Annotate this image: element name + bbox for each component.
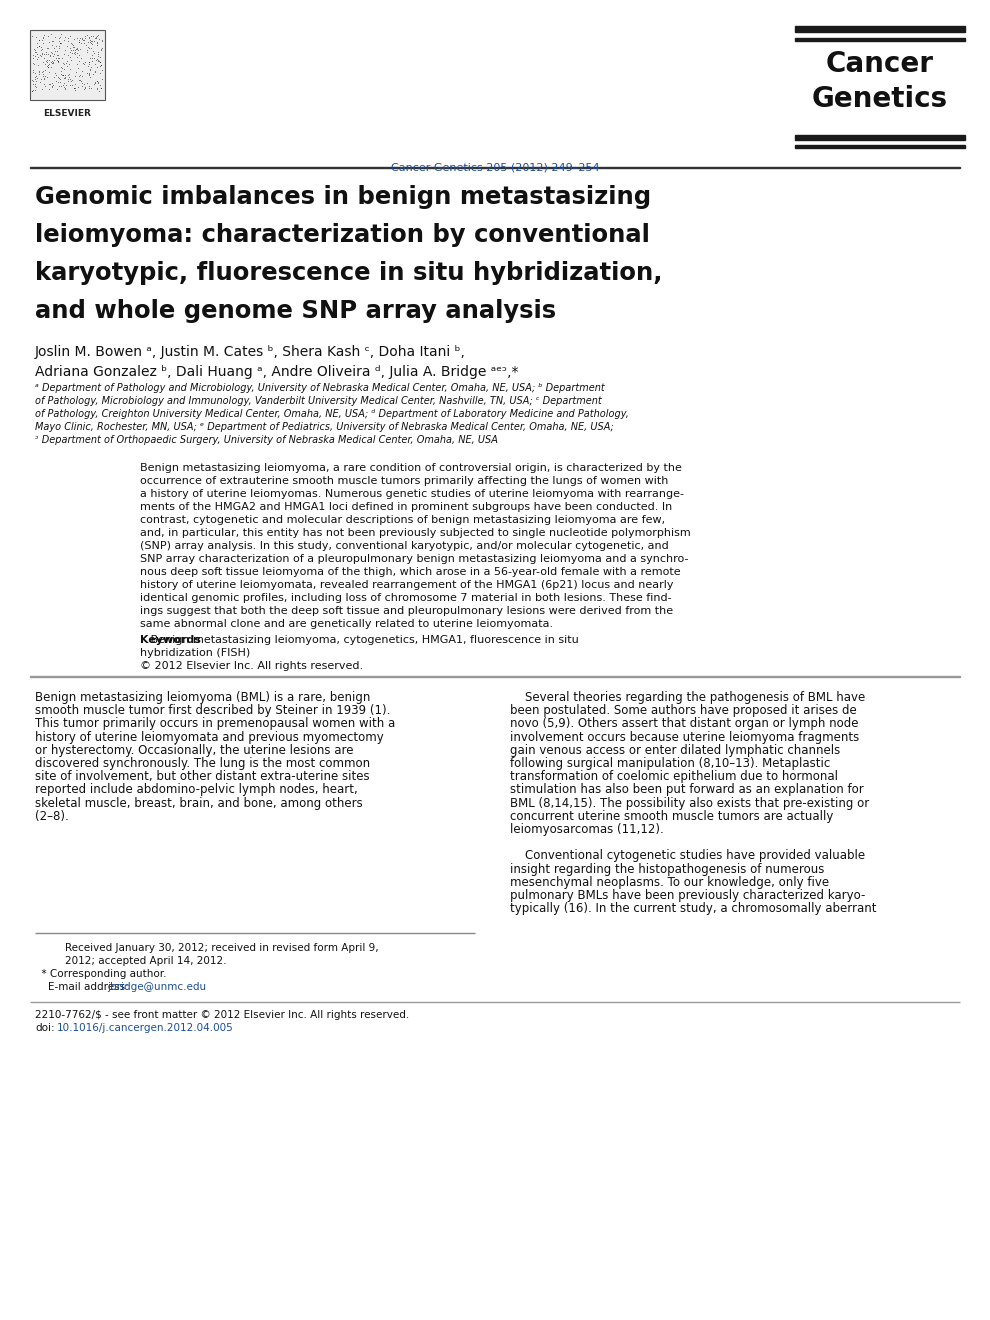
Text: 2210-7762/$ - see front matter © 2012 Elsevier Inc. All rights reserved.: 2210-7762/$ - see front matter © 2012 El… [35,1010,409,1020]
Text: E-mail address:: E-mail address: [35,982,132,993]
Bar [30,166,960,168]
Text: transformation of coelomic epithelium due to hormonal: transformation of coelomic epithelium du… [510,770,838,783]
Text: Genomic imbalances in benign metastasizing: Genomic imbalances in benign metastasizi… [35,185,651,209]
Text: contrast, cytogenetic and molecular descriptions of benign metastasizing leiomyo: contrast, cytogenetic and molecular desc… [140,515,665,525]
Text: concurrent uterine smooth muscle tumors are actually: concurrent uterine smooth muscle tumors … [510,809,834,822]
Text: hybridization (FISH): hybridization (FISH) [140,648,250,657]
Text: identical genomic profiles, including loss of chromosome 7 material in both lesi: identical genomic profiles, including lo… [140,593,671,603]
Text: pulmonary BMLs have been previously characterized karyo-: pulmonary BMLs have been previously char… [510,888,865,902]
Text: Cancer Genetics 205 (2012) 249–254: Cancer Genetics 205 (2012) 249–254 [391,162,599,172]
Text: SNP array characterization of a pleuropulmonary benign metastasizing leiomyoma a: SNP array characterization of a pleuropu… [140,554,688,564]
Text: Received January 30, 2012; received in revised form April 9,: Received January 30, 2012; received in r… [65,944,378,953]
Text: ments of the HMGA2 and HMGA1 loci defined in prominent subgroups have been condu: ments of the HMGA2 and HMGA1 loci define… [140,502,672,512]
Text: nous deep soft tissue leiomyoma of the thigh, which arose in a 56-year-old femal: nous deep soft tissue leiomyoma of the t… [140,568,681,577]
Text: and whole genome SNP array analysis: and whole genome SNP array analysis [35,300,556,323]
Text: of Pathology, Creighton University Medical Center, Omaha, NE, USA; ᵈ Department : of Pathology, Creighton University Medic… [35,409,629,418]
Text: and, in particular, this entity has not been previously subjected to single nucl: and, in particular, this entity has not … [140,528,691,539]
Text: * Corresponding author.: * Corresponding author. [35,969,166,979]
Text: a history of uterine leiomyomas. Numerous genetic studies of uterine leiomyoma w: a history of uterine leiomyomas. Numerou… [140,488,684,499]
Text: karyotypic, fluorescence in situ hybridization,: karyotypic, fluorescence in situ hybridi… [35,261,662,285]
Text: ᵃ Department of Pathology and Microbiology, University of Nebraska Medical Cente: ᵃ Department of Pathology and Microbiolo… [35,383,605,393]
Text: Benign metastasizing leiomyoma, cytogenetics, HMGA1, fluorescence in situ: Benign metastasizing leiomyoma, cytogene… [140,635,579,645]
Text: discovered synchronously. The lung is the most common: discovered synchronously. The lung is th… [35,756,370,770]
Text: 10.1016/j.cancergen.2012.04.005: 10.1016/j.cancergen.2012.04.005 [57,1023,234,1034]
Text: leiomyosarcomas (11,12).: leiomyosarcomas (11,12). [510,822,663,836]
Bar [795,38,965,41]
Text: ings suggest that both the deep soft tissue and pleuropulmonary lesions were der: ings suggest that both the deep soft tis… [140,606,673,616]
Text: This tumor primarily occurs in premenopausal women with a: This tumor primarily occurs in premenopa… [35,717,395,730]
Text: © 2012 Elsevier Inc. All rights reserved.: © 2012 Elsevier Inc. All rights reserved… [140,661,363,671]
Bar [795,135,965,140]
Text: Benign metastasizing leiomyoma (BML) is a rare, benign: Benign metastasizing leiomyoma (BML) is … [35,690,370,704]
Text: stimulation has also been put forward as an explanation for: stimulation has also been put forward as… [510,783,863,796]
Text: doi:: doi: [35,1023,54,1034]
Text: same abnormal clone and are genetically related to uterine leiomyomata.: same abnormal clone and are genetically … [140,619,553,630]
Text: typically (16). In the current study, a chromosomally aberrant: typically (16). In the current study, a … [510,902,876,915]
Text: of Pathology, Microbiology and Immunology, Vanderbilt University Medical Center,: of Pathology, Microbiology and Immunolog… [35,396,602,407]
Text: or hysterectomy. Occasionally, the uterine lesions are: or hysterectomy. Occasionally, the uteri… [35,743,353,756]
Text: insight regarding the histopathogenesis of numerous: insight regarding the histopathogenesis … [510,862,825,875]
Text: Cancer: Cancer [826,50,934,78]
Text: (SNP) array analysis. In this study, conventional karyotypic, and/or molecular c: (SNP) array analysis. In this study, con… [140,541,669,550]
Text: 2012; accepted April 14, 2012.: 2012; accepted April 14, 2012. [65,957,227,966]
Text: involvement occurs because uterine leiomyoma fragments: involvement occurs because uterine leiom… [510,730,859,743]
Text: Benign metastasizing leiomyoma, a rare condition of controversial origin, is cha: Benign metastasizing leiomyoma, a rare c… [140,463,682,473]
Text: Several theories regarding the pathogenesis of BML have: Several theories regarding the pathogene… [510,690,865,704]
Text: skeletal muscle, breast, brain, and bone, among others: skeletal muscle, breast, brain, and bone… [35,796,362,809]
Text: (2–8).: (2–8). [35,809,68,822]
Text: Mayo Clinic, Rochester, MN, USA; ᵉ Department of Pediatrics, University of Nebra: Mayo Clinic, Rochester, MN, USA; ᵉ Depar… [35,422,614,432]
Text: history of uterine leiomyomata and previous myomectomy: history of uterine leiomyomata and previ… [35,730,384,743]
Text: gain venous access or enter dilated lymphatic channels: gain venous access or enter dilated lymp… [510,743,841,756]
Text: Joslin M. Bowen ᵃ, Justin M. Cates ᵇ, Shera Kash ᶜ, Doha Itani ᵇ,: Joslin M. Bowen ᵃ, Justin M. Cates ᵇ, Sh… [35,345,466,359]
Bar [795,26,965,32]
Text: Conventional cytogenetic studies have provided valuable: Conventional cytogenetic studies have pr… [510,849,865,862]
Text: ELSEVIER: ELSEVIER [44,110,91,117]
Text: Genetics: Genetics [812,84,948,114]
Text: ᵓ Department of Orthopaedic Surgery, University of Nebraska Medical Center, Omah: ᵓ Department of Orthopaedic Surgery, Uni… [35,436,498,445]
Bar [30,30,105,100]
Text: history of uterine leiomyomata, revealed rearrangement of the HMGA1 (6p21) locus: history of uterine leiomyomata, revealed… [140,579,673,590]
Text: Adriana Gonzalez ᵇ, Dali Huang ᵃ, Andre Oliveira ᵈ, Julia A. Bridge ᵃᵉᵓ,*: Adriana Gonzalez ᵇ, Dali Huang ᵃ, Andre … [35,366,519,379]
Text: Keywords: Keywords [140,635,201,645]
Text: smooth muscle tumor first described by Steiner in 1939 (1).: smooth muscle tumor first described by S… [35,704,390,717]
Text: site of involvement, but other distant extra-uterine sites: site of involvement, but other distant e… [35,770,369,783]
Text: novo (5,9). Others assert that distant organ or lymph node: novo (5,9). Others assert that distant o… [510,717,858,730]
Text: BML (8,14,15). The possibility also exists that pre-existing or: BML (8,14,15). The possibility also exis… [510,796,869,809]
Text: leiomyoma: characterization by conventional: leiomyoma: characterization by conventio… [35,223,649,247]
Text: mesenchymal neoplasms. To our knowledge, only five: mesenchymal neoplasms. To our knowledge,… [510,875,830,888]
Text: been postulated. Some authors have proposed it arises de: been postulated. Some authors have propo… [510,704,856,717]
Text: following surgical manipulation (8,10–13). Metaplastic: following surgical manipulation (8,10–13… [510,756,831,770]
Text: reported include abdomino-pelvic lymph nodes, heart,: reported include abdomino-pelvic lymph n… [35,783,357,796]
Text: jbridge@unmc.edu: jbridge@unmc.edu [107,982,206,993]
Text: occurrence of extrauterine smooth muscle tumors primarily affecting the lungs of: occurrence of extrauterine smooth muscle… [140,477,668,486]
Bar [795,145,965,148]
